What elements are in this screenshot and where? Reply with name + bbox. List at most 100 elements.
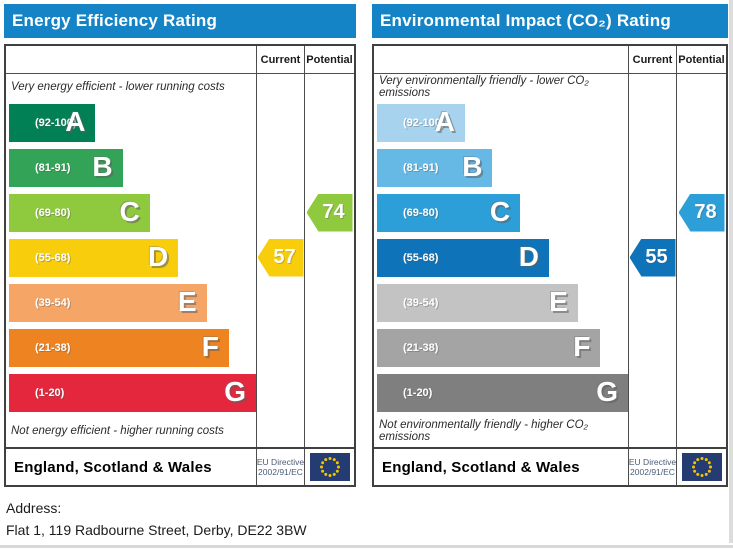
- band-grade-letter: F: [573, 330, 591, 362]
- band-bar: (55-68) D: [9, 238, 179, 277]
- band-grade-letter: A: [65, 105, 86, 137]
- current-value-cell: [628, 145, 676, 190]
- current-rating-indicator: 55: [629, 238, 676, 277]
- band-range-label: (1-20): [35, 386, 65, 399]
- band-range-label: (39-54): [403, 296, 439, 309]
- current-value-cell: [256, 100, 304, 145]
- band-range-label: (81-91): [403, 161, 439, 174]
- current-value-cell: [628, 100, 676, 145]
- address-value: Flat 1, 119 Radbourne Street, Derby, DE2…: [6, 522, 307, 538]
- footer-row: England, Scotland & Wales EU Directive 2…: [6, 447, 354, 485]
- current-value-cell: [256, 370, 304, 415]
- current-column-header: Current: [256, 46, 304, 74]
- address-block: Address: Flat 1, 119 Radbourne Street, D…: [6, 497, 307, 541]
- band-row: (69-80) C 74: [6, 190, 354, 235]
- footer-row: England, Scotland & Wales EU Directive 2…: [374, 447, 726, 485]
- bands-container: (92-100) A (81-91) B (69-80) C 78: [374, 100, 726, 415]
- current-value-cell: [628, 325, 676, 370]
- band-bar: (39-54) E: [9, 283, 207, 322]
- current-column-header: Current: [628, 46, 676, 74]
- potential-rating-indicator: 78: [678, 193, 725, 232]
- current-value-cell: [628, 370, 676, 415]
- band-range-label: (69-80): [35, 206, 71, 219]
- potential-value-cell: [304, 370, 354, 415]
- band-grade-letter: C: [119, 195, 140, 227]
- band-bar-cell: (55-68) D: [6, 235, 256, 280]
- band-bar-cell: (81-91) B: [374, 145, 628, 190]
- eu-flag-icon: [681, 453, 722, 481]
- top-caption-row: Very environmentally friendly - lower CO…: [374, 74, 726, 100]
- band-bar-cell: (69-80) C: [374, 190, 628, 235]
- band-grade-letter: C: [489, 195, 511, 227]
- current-value-cell: [628, 190, 676, 235]
- band-grade-letter: B: [92, 150, 113, 182]
- band-row: (92-100) A: [374, 100, 726, 145]
- band-row: (21-38) F: [374, 325, 726, 370]
- band-range-label: (55-68): [403, 251, 439, 264]
- panel-title: Environmental Impact (CO₂) Rating: [380, 11, 671, 30]
- potential-value-cell: [676, 100, 726, 145]
- band-row: (55-68) D 55: [374, 235, 726, 280]
- current-value-cell: [256, 190, 304, 235]
- band-range-label: (21-38): [35, 341, 71, 354]
- band-grade-letter: B: [462, 150, 483, 182]
- band-bar-cell: (69-80) C: [6, 190, 256, 235]
- environmental-impact-table: Current Potential Very environmentally f…: [372, 44, 728, 487]
- energy-efficiency-title-bar: Energy Efficiency Rating: [4, 4, 356, 38]
- band-bar-cell: (1-20) G: [6, 370, 256, 415]
- band-bar: (81-91) B: [9, 148, 123, 187]
- band-row: (92-100) A: [6, 100, 354, 145]
- band-bar-cell: (1-20) G: [374, 370, 628, 415]
- header-spacer: [374, 46, 628, 74]
- band-row: (1-20) G: [374, 370, 726, 415]
- band-range-label: (55-68): [35, 251, 71, 264]
- band-range-label: (92-100): [403, 116, 445, 129]
- top-caption: Very energy efficient - lower running co…: [11, 81, 225, 93]
- band-bar: (1-20) G: [377, 373, 628, 412]
- band-row: (39-54) E: [374, 280, 726, 325]
- potential-value-cell: 74: [304, 190, 354, 235]
- band-range-label: (81-91): [35, 161, 71, 174]
- panel-title: Energy Efficiency Rating: [12, 11, 218, 30]
- header-spacer: [6, 46, 256, 74]
- band-bar-cell: (92-100) A: [374, 100, 628, 145]
- address-label: Address:: [6, 500, 62, 516]
- band-grade-letter: A: [434, 105, 455, 137]
- column-header-row: Current Potential: [374, 46, 726, 74]
- environmental-impact-panel: Environmental Impact (CO₂) Rating Curren…: [372, 4, 728, 487]
- band-bar: (81-91) B: [377, 148, 493, 187]
- potential-value-cell: [676, 235, 726, 280]
- band-row: (81-91) B: [6, 145, 354, 190]
- current-value-cell: 57: [256, 235, 304, 280]
- band-grade-letter: E: [177, 285, 197, 317]
- band-row: (39-54) E: [6, 280, 354, 325]
- band-bar-cell: (55-68) D: [374, 235, 628, 280]
- top-caption: Very environmentally friendly - lower CO…: [379, 75, 589, 99]
- current-value-cell: 55: [628, 235, 676, 280]
- eu-flag-cell: [676, 449, 726, 485]
- eu-flag-icon: [309, 453, 350, 481]
- band-row: (69-80) C 78: [374, 190, 726, 235]
- band-row: (21-38) F: [6, 325, 354, 370]
- band-range-label: (92-100): [35, 116, 77, 129]
- band-grade-letter: F: [201, 330, 219, 362]
- band-row: (81-91) B: [374, 145, 726, 190]
- energy-efficiency-panel: Energy Efficiency Rating Current Potenti…: [4, 4, 356, 487]
- band-bar-cell: (39-54) E: [6, 280, 256, 325]
- bottom-caption: Not energy efficient - higher running co…: [11, 425, 224, 437]
- potential-column-header: Potential: [676, 46, 726, 74]
- potential-value-cell: [304, 145, 354, 190]
- band-grade-letter: G: [596, 375, 618, 407]
- band-range-label: (1-20): [403, 386, 433, 399]
- scan-edge-bottom: [0, 545, 733, 548]
- current-value-cell: [256, 145, 304, 190]
- current-value-cell: [256, 280, 304, 325]
- band-bar: (69-80) C: [9, 193, 150, 232]
- band-grade-letter: D: [518, 240, 539, 272]
- potential-value-cell: 78: [676, 190, 726, 235]
- band-bar-cell: (81-91) B: [6, 145, 256, 190]
- eu-directive-label: EU Directive 2002/91/EC: [256, 449, 304, 485]
- bottom-caption-row: Not environmentally friendly - higher CO…: [374, 415, 726, 447]
- region-label: England, Scotland & Wales: [14, 458, 212, 476]
- band-bar-cell: (92-100) A: [6, 100, 256, 145]
